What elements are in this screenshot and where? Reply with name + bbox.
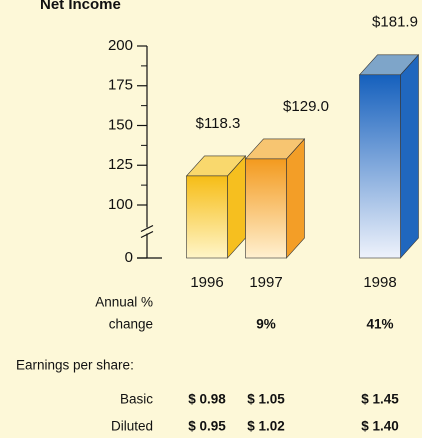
y-tick-label: 125 — [108, 156, 133, 173]
x-tick-label: 1998 — [363, 274, 396, 291]
x-tick-label: 1996 — [190, 274, 223, 291]
row-label: Diluted — [111, 419, 153, 434]
table-cell: 41% — [366, 317, 393, 332]
bar-side — [400, 53, 419, 259]
axis-break-gap — [143, 227, 151, 234]
table-heading: Earnings per share: — [16, 358, 134, 373]
bar-side — [286, 138, 305, 259]
table-cell: $ 1.45 — [361, 392, 399, 407]
y-tick-label: 175 — [108, 77, 133, 94]
y-tick-label: 0 — [125, 249, 133, 266]
value-label: $129.0 — [283, 98, 329, 115]
axis-break — [140, 224, 154, 233]
chart-title: Net Income — [40, 0, 121, 13]
table-cell: 9% — [256, 317, 276, 332]
table-cell: $ 1.02 — [247, 419, 285, 434]
x-tick-label: 1997 — [249, 274, 282, 291]
bar — [245, 158, 287, 259]
table-cell: $ 1.40 — [361, 419, 399, 434]
axis-break — [140, 230, 154, 239]
y-tick-label: 150 — [108, 116, 133, 133]
y-tick-label: 100 — [108, 196, 133, 213]
row-label: Annual % — [95, 295, 153, 310]
row-label: change — [109, 317, 153, 332]
bar — [186, 175, 228, 259]
value-label: $181.9 — [372, 14, 418, 31]
table-cell: $ 0.98 — [188, 392, 226, 407]
y-tick-label: 200 — [108, 37, 133, 54]
table-cell: $ 1.05 — [247, 392, 285, 407]
table-cell: $ 0.95 — [188, 419, 226, 434]
row-label: Basic — [120, 392, 153, 407]
bar — [359, 74, 401, 259]
value-label: $118.3 — [196, 115, 241, 132]
